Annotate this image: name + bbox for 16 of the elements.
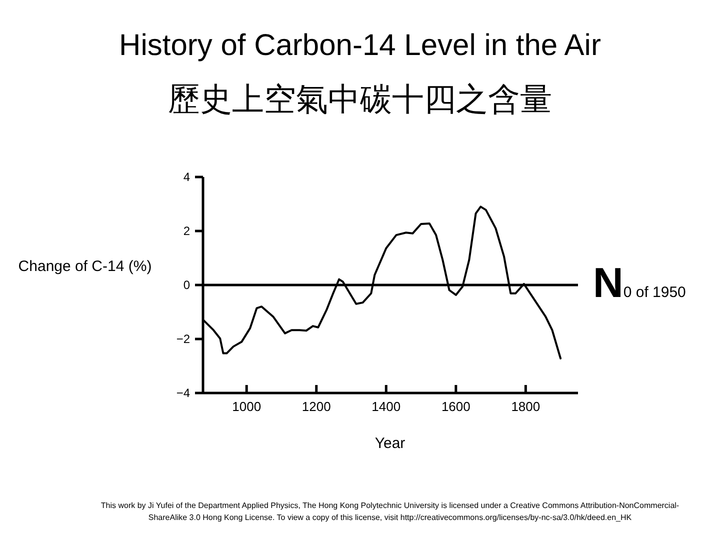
- x-tick-label: 1200: [302, 399, 331, 414]
- y-tick-label: 2: [183, 224, 190, 238]
- y-axis-title: Change of C-14 (%): [18, 258, 152, 275]
- chart-subtitle: 歷史上空氣中碳十四之含量: [168, 81, 552, 117]
- y-tick-label: 4: [183, 170, 190, 184]
- x-tick-label: 1400: [372, 399, 401, 414]
- x-axis-title: Year: [374, 435, 406, 452]
- chart-title: History of Carbon-14 Level in the Air: [119, 29, 601, 62]
- y-tick-label: −2: [176, 332, 190, 346]
- x-tick-label: 1800: [511, 399, 540, 414]
- y-tick-label: 0: [183, 278, 190, 292]
- text: This work by Ji Yufei of the Department Applied Physics, The Hong Kong Polytechnic University is licensed under a Creative Commons Attribution-NonCommercial-ShareAlike 3.0 Hong Kong License. To view a copy of this license, visit http://creativecommons.org/licenses/by-nc-sa/3.0/hk/deed.en_HK: [100, 500, 680, 524]
- y-tick-label: −4: [176, 386, 190, 400]
- x-tick-label: 1600: [441, 399, 470, 414]
- x-tick-label: 1000: [232, 399, 262, 414]
- ref-line-label: N0 of 1950: [593, 259, 686, 306]
